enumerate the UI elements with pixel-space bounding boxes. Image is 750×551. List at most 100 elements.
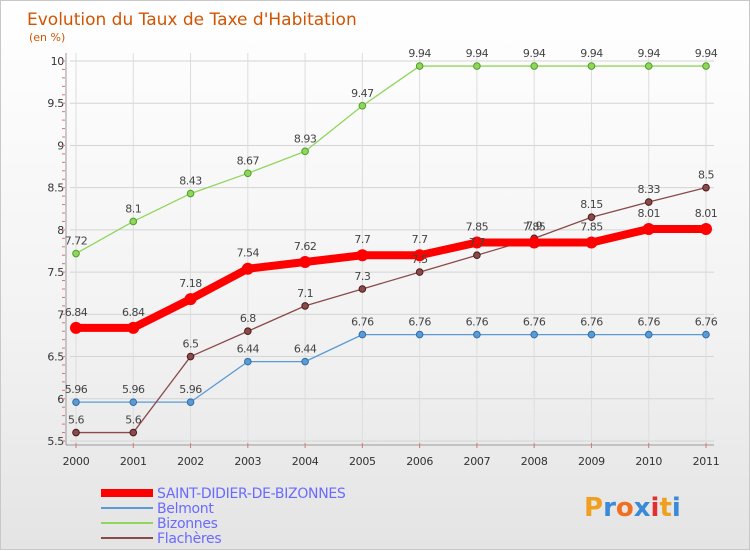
data-point: [184, 293, 197, 306]
data-label: 8.01: [637, 207, 660, 220]
data-point: [301, 357, 309, 366]
chart-unit-label: (en %): [29, 31, 65, 44]
logo-letter: x: [634, 493, 651, 523]
data-labels: 6.84 6.84 7.18 7.54 7.62 7.7 7.7 7.85 7.85 7.85 8.…: [65, 47, 718, 426]
data-point: [473, 251, 481, 260]
legend: SAINT-DIDIER-DE-BIZONNESBelmontBizonnesF…: [101, 486, 346, 547]
data-point: [186, 189, 195, 198]
x-tick-label: 2009: [578, 455, 605, 468]
data-label: 6.76: [466, 316, 489, 329]
data-point: [700, 223, 712, 236]
data-label: 9.94: [580, 47, 603, 60]
data-point: [301, 302, 309, 310]
legend-label: Belmont: [157, 501, 214, 517]
data-label: 8.33: [637, 183, 660, 196]
data-point: [72, 249, 80, 258]
data-label: 7.5: [412, 253, 428, 266]
data-label: 7.85: [580, 221, 603, 234]
x-tick-label: 2005: [349, 455, 376, 468]
data-label: 9.94: [637, 47, 660, 60]
data-point: [415, 330, 424, 339]
y-tick-label: 10: [51, 55, 65, 68]
data-label: 9.94: [466, 47, 489, 60]
legend-label: Bizonnes: [157, 516, 218, 532]
data-point: [528, 236, 541, 249]
y-tick-label: 9: [57, 139, 64, 152]
data-point: [72, 398, 80, 406]
data-point: [299, 255, 312, 268]
data-point: [642, 223, 655, 236]
logo-letter: o: [616, 493, 634, 523]
data-point: [129, 217, 138, 226]
data-point: [241, 262, 254, 275]
data-label: 7.1: [297, 287, 313, 300]
data-label: 7.9: [526, 219, 542, 232]
data-point: [358, 285, 367, 293]
y-tick-label: 7: [57, 308, 64, 321]
data-point: [702, 330, 710, 339]
data-point: [470, 236, 483, 249]
data-label: 7.85: [466, 221, 489, 234]
x-tick-label: 2008: [521, 455, 548, 468]
y-tick-label: 8.5: [47, 182, 64, 195]
data-point: [129, 398, 138, 406]
legend-label: Flachères: [157, 531, 221, 547]
data-label: 7.7: [469, 236, 485, 249]
axes: 5.5 6 6.5 7 7.5 8 8.5 9 9.5 10 2000 2001 2002 2003 200…: [47, 53, 720, 468]
data-point: [702, 183, 710, 192]
data-point: [244, 327, 252, 336]
series-line-3: [75, 187, 707, 434]
logo-letter: i: [672, 493, 681, 523]
x-tick-label: 2006: [406, 455, 433, 468]
data-point: [587, 62, 596, 70]
y-tick-label: 6: [57, 393, 64, 406]
y-tick-label: 6.5: [47, 351, 64, 364]
data-label: 6.76: [408, 316, 431, 329]
data-point: [244, 357, 252, 366]
data-label: 7.72: [65, 235, 88, 248]
data-point: [129, 428, 138, 437]
data-label: 6.8: [240, 312, 256, 325]
data-label: 8.01: [695, 207, 718, 220]
data-point: [70, 321, 82, 334]
data-label: 6.84: [65, 306, 88, 319]
data-point: [244, 169, 252, 178]
data-label: 8.5: [698, 169, 714, 182]
data-label: 6.76: [351, 316, 374, 329]
series-lines: [70, 62, 712, 437]
data-label: 7.18: [179, 277, 202, 290]
series-line-1: [75, 333, 707, 403]
data-point: [415, 62, 424, 70]
data-label: 9.47: [351, 87, 374, 100]
data-point: [530, 62, 538, 70]
data-label: 7.54: [237, 247, 260, 260]
data-label: 6.84: [122, 306, 145, 319]
data-label: 5.96: [65, 383, 88, 396]
y-tick-label: 5.5: [47, 435, 64, 448]
data-point: [644, 62, 653, 70]
data-label: 8.93: [294, 132, 317, 145]
data-point: [587, 330, 596, 339]
x-tick-label: 2011: [693, 455, 720, 468]
legend-label: SAINT-DIDIER-DE-BIZONNES: [157, 486, 346, 502]
data-label: 9.94: [695, 47, 718, 60]
data-point: [530, 330, 538, 339]
data-label: 7.7: [354, 233, 370, 246]
data-point: [473, 62, 481, 70]
data-point: [473, 330, 481, 339]
data-label: 7.62: [294, 240, 317, 253]
y-tick-label: 7.5: [47, 266, 64, 279]
logo-letter: r: [603, 493, 616, 523]
data-label: 5.6: [125, 414, 141, 427]
proxiti-logo: Proxiti: [584, 493, 681, 523]
series-line-2: [75, 65, 707, 255]
data-label: 8.43: [179, 175, 202, 188]
x-tick-label: 2002: [177, 455, 204, 468]
data-label: 8.67: [237, 154, 260, 167]
data-point: [644, 330, 653, 339]
data-label: 7.3: [354, 270, 370, 283]
data-point: [127, 321, 140, 334]
data-point: [356, 249, 369, 262]
x-tick-label: 2007: [464, 455, 491, 468]
